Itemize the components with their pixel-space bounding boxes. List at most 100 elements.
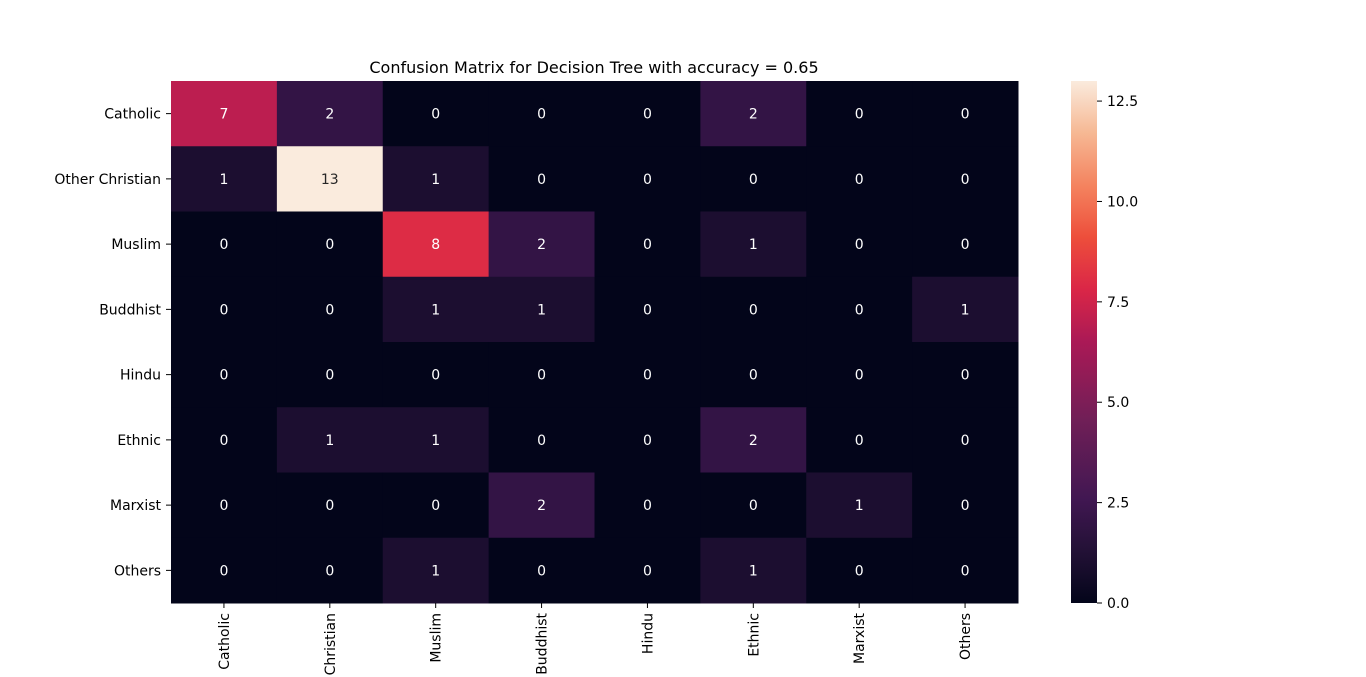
y-tick-label: Muslim — [111, 237, 161, 253]
cell-value-label: 0 — [749, 172, 758, 188]
heatmap-cell — [700, 146, 807, 212]
cell-value-label: 0 — [219, 498, 228, 514]
heatmap-cell — [382, 81, 490, 147]
cell-value-label: 0 — [961, 563, 970, 579]
cell-value-label: 0 — [643, 172, 652, 188]
cell-value-label: 0 — [643, 498, 652, 514]
y-tick-label: Others — [114, 563, 161, 579]
heatmap-cell — [912, 407, 1019, 473]
cell-value-label: 0 — [855, 237, 864, 253]
heatmap-cell — [276, 81, 384, 147]
heatmap-cell — [594, 81, 701, 147]
colorbar-tick-label: 0.0 — [1107, 596, 1129, 612]
cell-value-label: 1 — [431, 302, 440, 318]
cell-value-label: 0 — [219, 563, 228, 579]
cell-value-label: 0 — [855, 172, 864, 188]
cell-value-label: 2 — [537, 498, 546, 514]
heatmap-cell — [488, 472, 595, 539]
heatmap-cell — [382, 342, 490, 408]
heatmap-cell — [912, 537, 1019, 604]
x-axis: Catholic Christian Muslim Buddhist Hindu Ethn… — [217, 603, 974, 675]
cell-value-label: 0 — [961, 498, 970, 514]
y-axis: Catholic Other Christian Muslim Buddhist Hin… — [54, 107, 171, 579]
cell-value-label: 1 — [749, 237, 758, 253]
colorbar-tick-label: 7.5 — [1107, 295, 1129, 311]
heatmap-cell — [806, 537, 913, 604]
cell-value-label: 0 — [219, 302, 228, 318]
cell-value-label: 0 — [431, 107, 440, 123]
colorbar — [1071, 81, 1097, 603]
cell-value-label: 0 — [643, 107, 652, 123]
heatmap-cell — [806, 342, 913, 408]
cell-value-label: 0 — [431, 498, 440, 514]
cell-value-label: 0 — [325, 302, 334, 318]
cell-value-label: 0 — [219, 237, 228, 253]
heatmap-cell — [594, 342, 701, 408]
heatmap-cell — [171, 81, 278, 147]
heatmap-cell — [594, 537, 701, 604]
heatmap-cell — [594, 146, 701, 212]
cell-value-label: 2 — [749, 433, 758, 449]
y-tick-label: Buddhist — [99, 302, 161, 318]
cell-value-label: 2 — [325, 107, 334, 123]
cell-value-label: 1 — [219, 172, 228, 188]
cell-value-label: 0 — [855, 433, 864, 449]
heatmap-cell — [488, 407, 595, 473]
heatmap-cell — [276, 211, 384, 278]
heatmap-cell — [912, 276, 1019, 343]
cell-value-label: 0 — [749, 302, 758, 318]
cell-value-label: 0 — [643, 433, 652, 449]
cell-value-label: 0 — [855, 107, 864, 123]
heatmap-cell — [171, 472, 278, 539]
cell-value-label: 0 — [643, 368, 652, 384]
cell-value-label: 2 — [749, 107, 758, 123]
x-tick-label: Others — [958, 613, 974, 660]
heatmap-cell — [912, 211, 1019, 278]
cell-value-label: 0 — [961, 368, 970, 384]
heatmap-cell — [382, 146, 490, 212]
cell-value-label: 0 — [961, 107, 970, 123]
y-tick-label: Catholic — [104, 107, 161, 123]
heatmap-cell — [700, 211, 807, 278]
cell-value-label: 1 — [325, 433, 334, 449]
cell-value-label: 1 — [749, 563, 758, 579]
cell-value-label: 0 — [537, 433, 546, 449]
heatmap-cell — [700, 276, 807, 343]
cell-value-label: 2 — [537, 237, 546, 253]
y-tick-label: Marxist — [110, 498, 162, 514]
heatmap-cell — [488, 146, 595, 212]
cell-value-label: 1 — [537, 302, 546, 318]
heatmap-cell — [700, 537, 807, 604]
heatmap-cell — [488, 211, 595, 278]
cell-value-label: 1 — [855, 498, 864, 514]
heatmap-cell — [171, 342, 278, 408]
heatmap-cell — [171, 211, 278, 278]
y-tick-label: Ethnic — [117, 433, 161, 449]
heatmap-cell — [912, 472, 1019, 539]
heatmap-cell — [276, 537, 384, 604]
cell-value-label: 0 — [431, 368, 440, 384]
heatmap-cell — [594, 472, 701, 539]
heatmap-cell — [806, 276, 913, 343]
heatmap-cell — [594, 276, 701, 343]
cell-value-label: 0 — [325, 368, 334, 384]
colorbar-tick-label: 2.5 — [1107, 496, 1129, 512]
heatmap-cell-labels: 7 2 0 0 0 2 0 0 1 13 1 0 0 0 0 0 0 0 8 2 0 1 0 0 0 0 1 1 0 0 0 1 0 0 0 0 0 0 0… — [219, 107, 969, 580]
heatmap-cell — [806, 211, 913, 278]
x-tick-label: Marxist — [852, 612, 868, 664]
heatmap-cell — [594, 407, 701, 473]
heatmap-cell — [382, 407, 490, 473]
chart-title: Confusion Matrix for Decision Tree with … — [369, 58, 818, 77]
cell-value-label: 0 — [325, 563, 334, 579]
heatmap-cell — [382, 472, 490, 539]
heatmap-cell — [382, 211, 490, 278]
x-tick-label: Buddhist — [535, 612, 551, 674]
cell-value-label: 1 — [961, 302, 970, 318]
colorbar-tick-label: 10.0 — [1107, 194, 1138, 210]
cell-value-label: 0 — [749, 498, 758, 514]
heatmap-cell — [806, 472, 913, 539]
heatmap-cell — [806, 146, 913, 212]
heatmap-cell — [276, 276, 384, 343]
colorbar-tick-label: 5.0 — [1107, 395, 1129, 411]
heatmap-cell — [700, 407, 807, 473]
